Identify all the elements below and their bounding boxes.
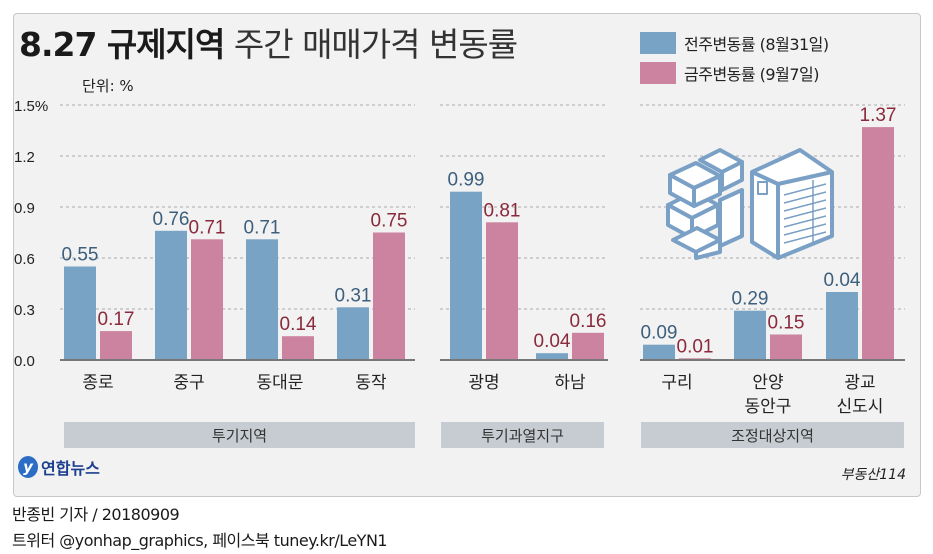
bar-prev-week	[337, 307, 369, 360]
legend-swatch-curr	[640, 62, 676, 84]
yonhap-logo-icon: y	[18, 456, 38, 478]
legend-label-curr: 금주변동률 (9월7일)	[684, 65, 819, 84]
bar-prev-week	[450, 191, 482, 360]
x-axis-label: 안양	[752, 373, 783, 393]
bar-prev-week	[536, 353, 568, 360]
group-band-speculation-zone: 투기지역	[64, 422, 415, 448]
value-label-curr: 0.81	[484, 200, 521, 221]
bar-curr-week	[486, 222, 518, 360]
y-tick-label: 1.5%	[14, 98, 48, 115]
value-label-prev: 0.71	[244, 217, 281, 238]
title-light: 주간 매매가격 변동률	[233, 25, 518, 64]
group-band-overheated-district: 투기과열지구	[441, 422, 604, 448]
legend-item-curr: 금주변동률 (9월7일)	[640, 58, 829, 88]
value-label-curr: 0.01	[677, 336, 714, 357]
value-label-prev: 0.09	[641, 323, 678, 344]
x-axis-label: 신도시	[837, 397, 884, 417]
bar-curr-week	[862, 127, 894, 360]
x-axis-label: 하남	[554, 373, 586, 393]
bar-prev-week	[155, 230, 187, 360]
title-bold: 8.27 규제지역	[19, 25, 225, 64]
value-label-curr: 0.17	[98, 309, 135, 330]
social-links: 트위터 @yonhap_graphics, 페이스북 tuney.kr/LeYN…	[12, 531, 388, 550]
chart-title: 8.27 규제지역 주간 매매가격 변동률	[19, 18, 518, 66]
bar-curr-week	[282, 336, 314, 360]
value-label-prev: 0.29	[732, 289, 769, 310]
y-tick-label: 0.0	[14, 353, 35, 370]
yonhap-logo: y 연합뉴스	[18, 455, 100, 479]
value-label-prev: 0.76	[153, 209, 190, 230]
value-label-curr: 0.15	[768, 313, 805, 334]
bar-prev-week	[826, 292, 858, 360]
value-label-prev: 0.99	[448, 170, 485, 191]
y-tick-label: 1.2	[14, 149, 35, 166]
apartment-buildings-icon	[666, 148, 834, 260]
legend: 전주변동률 (8월31일) 금주변동률 (9월7일)	[640, 28, 829, 88]
y-tick-label: 0.6	[14, 251, 35, 268]
byline: 반종빈 기자 / 20180909	[12, 505, 180, 524]
x-axis-label: 동안구	[745, 397, 792, 417]
bar-curr-week	[100, 331, 132, 360]
x-axis-label: 구리	[661, 373, 692, 393]
value-label-prev: 0.04	[534, 331, 571, 352]
y-tick-label: 0.9	[14, 200, 35, 217]
bar-prev-week	[64, 266, 96, 360]
x-axis-label: 광교	[844, 373, 875, 393]
group-band-adjustment-area: 조정대상지역	[641, 422, 904, 448]
value-label-curr: 0.16	[570, 311, 607, 332]
value-label-curr: 0.75	[371, 211, 408, 232]
legend-label-prev: 전주변동률 (8월31일)	[684, 35, 829, 54]
logo-text: 연합뉴스	[41, 459, 100, 478]
x-axis-label: 종로	[82, 373, 113, 393]
bar-prev-week	[734, 310, 766, 360]
y-tick-label: 0.3	[14, 302, 35, 319]
value-label-curr: 1.37	[860, 105, 897, 126]
bar-curr-week	[191, 239, 223, 360]
value-label-curr: 0.14	[280, 314, 317, 335]
bar-curr-week	[373, 232, 405, 360]
bars	[64, 127, 894, 360]
unit-label: 단위: %	[82, 77, 134, 95]
data-source: 부동산114	[840, 467, 906, 483]
y-axis-ticks: 0.0 0.3 0.6 0.9 1.2 1.5%	[14, 98, 48, 370]
value-label-prev: 0.04	[824, 270, 861, 291]
x-axis-label: 중구	[173, 373, 204, 393]
value-label-prev: 0.31	[335, 285, 372, 306]
x-axis-label: 동대문	[257, 373, 304, 393]
value-labels: 0.550.170.76 0.71 0.710.140.310.750.990.81…	[62, 105, 897, 357]
bar-prev-week	[246, 239, 278, 360]
value-label-curr: 0.71	[189, 217, 226, 238]
x-axis-label: 광명	[468, 373, 499, 393]
legend-swatch-prev	[640, 32, 676, 54]
legend-item-prev: 전주변동률 (8월31일)	[640, 28, 829, 58]
value-label-prev: 0.55	[62, 245, 99, 266]
bar-curr-week	[572, 332, 604, 360]
bar-curr-week	[770, 334, 802, 360]
x-axis-label: 동작	[355, 373, 387, 393]
bar-prev-week	[643, 344, 675, 360]
